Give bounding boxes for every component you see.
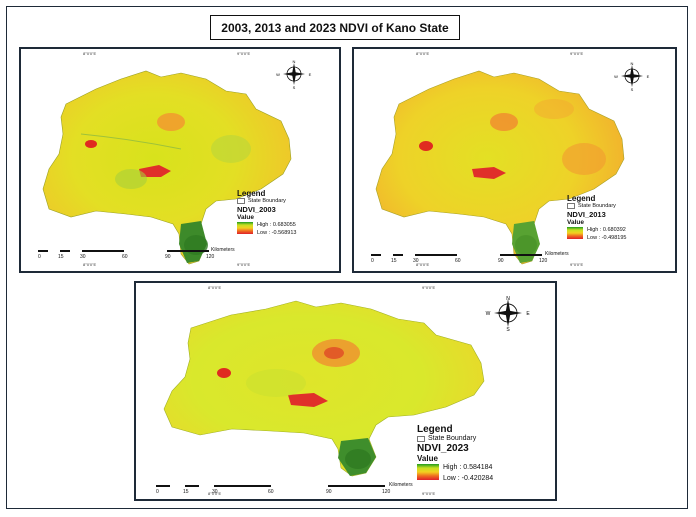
legend-layer-name: NDVI_2023 [417, 443, 469, 454]
kano-state-boundary [375, 70, 625, 265]
coord-label-bottom-left: 8°0'0"E [208, 491, 222, 496]
legend-value-label: Value [567, 219, 584, 226]
legend-high-label: High : 0.680392 [587, 227, 626, 233]
ndvi-color-ramp [237, 222, 253, 234]
compass-e: E [647, 74, 650, 79]
legend-boundary-label: State Boundary [428, 435, 477, 442]
map-panel-2013: 8°0'0"E 9°0'0"E 8°0'0"E 9°0'0"E N S W E … [352, 47, 677, 273]
compass-e: E [309, 72, 312, 77]
coord-label-top-right: 9°0'0"E [237, 51, 251, 56]
figure-frame [6, 6, 688, 509]
scale-tick: 120 [382, 489, 391, 495]
compass-w: W [614, 74, 618, 79]
legend-high-label: High : 0.584184 [443, 464, 493, 471]
boundary-swatch [417, 435, 425, 442]
scale-tick: 0 [38, 254, 41, 260]
legend-layer-name: NDVI_2003 [237, 205, 276, 214]
legend-title: Legend [417, 424, 453, 435]
scale-bar: 0 15 30 60 90 120 Kilometers [371, 251, 581, 268]
compass-w: W [486, 311, 491, 317]
coord-label-bottom-right: 9°0'0"E [237, 262, 251, 267]
map-legend: Legend State Boundary NDVI_2023 Value Hi… [417, 424, 493, 482]
ndvi-map-2003 [42, 70, 292, 265]
coord-label-top-left: 8°0'0"E [208, 285, 222, 290]
legend-low-label: Low : -0.420284 [443, 475, 494, 482]
legend-value-label: Value [237, 214, 254, 221]
scale-bar: 0 15 30 60 90 120 Kilometers [38, 247, 238, 264]
legend-title: Legend [237, 189, 266, 198]
figure-title: 2003, 2013 and 2023 NDVI of Kano State [210, 15, 460, 40]
scale-tick: 90 [326, 489, 332, 495]
legend-low-label: Low : -0.498195 [587, 235, 627, 241]
compass-e: E [526, 311, 530, 317]
scale-tick: 60 [122, 254, 128, 260]
coord-label-bottom-left: 8°0'0"E [83, 262, 97, 267]
kano-state-boundary [42, 70, 292, 265]
scale-tick: 90 [498, 258, 504, 264]
coord-label-bottom-left: 8°0'0"E [416, 262, 430, 267]
scale-tick: 120 [539, 258, 548, 264]
ndvi-map-2023 [163, 300, 485, 477]
coord-label-bottom-right: 9°0'0"E [570, 262, 584, 267]
compass-n: N [506, 296, 510, 302]
compass-w: W [276, 72, 280, 77]
scale-tick: 0 [156, 489, 159, 495]
scale-tick: 30 [80, 254, 86, 260]
legend-value-label: Value [417, 454, 438, 463]
scale-tick: 30 [212, 489, 218, 495]
compass-s: S [506, 327, 510, 331]
ndvi-color-ramp [417, 464, 439, 480]
legend-low-label: Low : -0.568913 [257, 230, 297, 236]
legend-title: Legend [567, 194, 596, 203]
coord-label-top-left: 8°0'0"E [83, 51, 97, 56]
compass-s: S [631, 87, 634, 91]
coord-label-bottom-right: 9°0'0"E [422, 491, 436, 496]
legend-boundary-label: State Boundary [578, 203, 616, 209]
kano-state-boundary [163, 300, 485, 477]
boundary-swatch [237, 198, 245, 204]
legend-high-label: High : 0.683055 [257, 222, 296, 228]
scale-tick: 120 [206, 254, 215, 260]
boundary-swatch [567, 203, 575, 209]
scale-tick: 15 [58, 254, 64, 260]
scale-tick: 0 [371, 258, 374, 264]
scale-bar: 0 15 30 60 90 120 Kilometers [156, 482, 436, 499]
compass-n: N [631, 61, 634, 66]
map-legend: Legend State Boundary NDVI_2003 Value Hi… [237, 189, 296, 236]
scale-tick: 15 [391, 258, 397, 264]
scale-tick: 90 [165, 254, 171, 260]
legend-boundary-label: State Boundary [248, 198, 286, 204]
scale-unit: Kilometers [389, 482, 413, 488]
scale-unit: Kilometers [211, 247, 235, 253]
compass-n: N [293, 59, 296, 64]
scale-tick: 60 [455, 258, 461, 264]
north-arrow-icon: N S W E [614, 61, 650, 91]
compass-s: S [293, 85, 296, 89]
scale-unit: Kilometers [545, 251, 569, 257]
ndvi-color-ramp [567, 227, 583, 239]
scale-tick: 15 [183, 489, 189, 495]
scale-tick: 30 [413, 258, 419, 264]
coord-label-top-left: 8°0'0"E [416, 51, 430, 56]
ndvi-map-2013 [375, 70, 625, 265]
map-panel-2023: 8°0'0"E 9°0'0"E 8°0'0"E 9°0'0"E N S W E … [134, 281, 557, 501]
coord-label-top-right: 9°0'0"E [570, 51, 584, 56]
legend-layer-name: NDVI_2013 [567, 210, 606, 219]
coord-label-top-right: 9°0'0"E [422, 285, 436, 290]
scale-tick: 60 [268, 489, 274, 495]
north-arrow-icon: N S W E [276, 59, 312, 89]
map-panel-2003: 8°0'0"E 9°0'0"E 8°0'0"E 9°0'0"E N S W E … [19, 47, 341, 273]
map-legend: Legend State Boundary NDVI_2013 Value Hi… [567, 194, 626, 241]
north-arrow-icon: N S W E [486, 296, 531, 331]
